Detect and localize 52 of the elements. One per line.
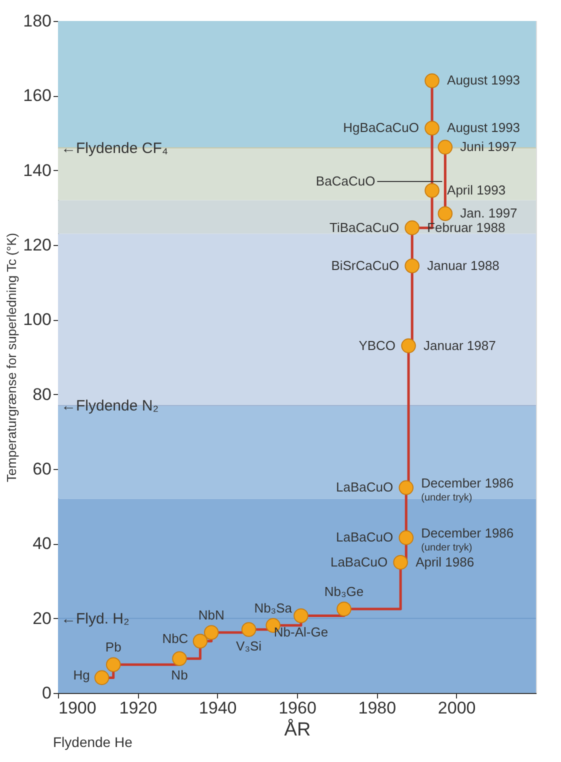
x-tick-label: 1900 [58, 698, 96, 718]
annotation: LaBaCuO [336, 480, 394, 495]
annotation: (under tryk) [421, 542, 472, 554]
annotation: TiBaCaCuO [330, 220, 400, 235]
y-tick-label: 60 [32, 460, 52, 478]
annotation: August 1993 [447, 72, 520, 88]
annotation: Nb₃Sa [254, 600, 293, 616]
y-tick-label: 80 [32, 384, 52, 404]
annotation: December 1986 [421, 526, 514, 541]
annotation: Pb [105, 640, 122, 655]
x-axis-title: ÅR [284, 718, 311, 740]
x-tick-label: 1920 [119, 698, 158, 718]
annotation: V₃Si [236, 638, 262, 654]
annotation: LaBaCuO [330, 554, 388, 570]
annotation: Hg [73, 668, 90, 683]
ref-line-label: ←Flydende N₂ [61, 398, 159, 415]
y-axis-title: Temperaturgrænse for superledning Tc (°K) [4, 232, 20, 482]
annotation: NbN [198, 608, 224, 623]
x-tick-label: 1980 [358, 698, 396, 718]
annotation: August 1993 [447, 120, 520, 136]
y-tick-label: 40 [32, 534, 52, 554]
annotation: NbC [162, 631, 188, 646]
annotation: Januar 1988 [427, 258, 500, 273]
y-tick-label: 180 [23, 12, 52, 30]
annotation: Nb [171, 668, 188, 683]
x-tick-label: 1960 [278, 698, 316, 718]
annotation: HgBaCaCuO [343, 120, 420, 136]
annotation: BaCaCuO [316, 174, 376, 189]
x-tick-label: 2000 [438, 698, 476, 718]
x-tick-label: 1940 [198, 698, 237, 718]
annotation: April 1993 [447, 182, 506, 198]
annotation: Februar 1988 [427, 220, 506, 235]
ref-line-label: ←Flydende CF₄ [61, 140, 168, 157]
annotation: (under tryk) [421, 492, 472, 504]
text: Flydende He [53, 734, 133, 750]
annotation: Nb-Al-Ge [274, 624, 328, 640]
annotation: April 1986 [416, 554, 474, 570]
ref-line-label: ←Flyd. H₂ [61, 610, 130, 628]
annotation: Juni 1997 [460, 139, 517, 154]
y-tick-label: 140 [23, 160, 52, 180]
y-tick-label: 20 [32, 608, 52, 628]
y-tick-label: 120 [23, 236, 52, 254]
annotation: Nb₃Ge [324, 584, 364, 599]
annotation: Jan. 1997 [460, 206, 518, 221]
annotation: YBCO [358, 338, 396, 353]
annotation: BiSrCaCuO [331, 258, 400, 273]
annotation: December 1986 [421, 476, 514, 491]
y-tick-label: 100 [23, 310, 52, 330]
y-tick-label: 0 [42, 684, 52, 702]
annotation: Januar 1987 [424, 338, 496, 353]
annotation: LaBaCuO [336, 530, 394, 545]
y-tick-label: 160 [23, 86, 52, 106]
